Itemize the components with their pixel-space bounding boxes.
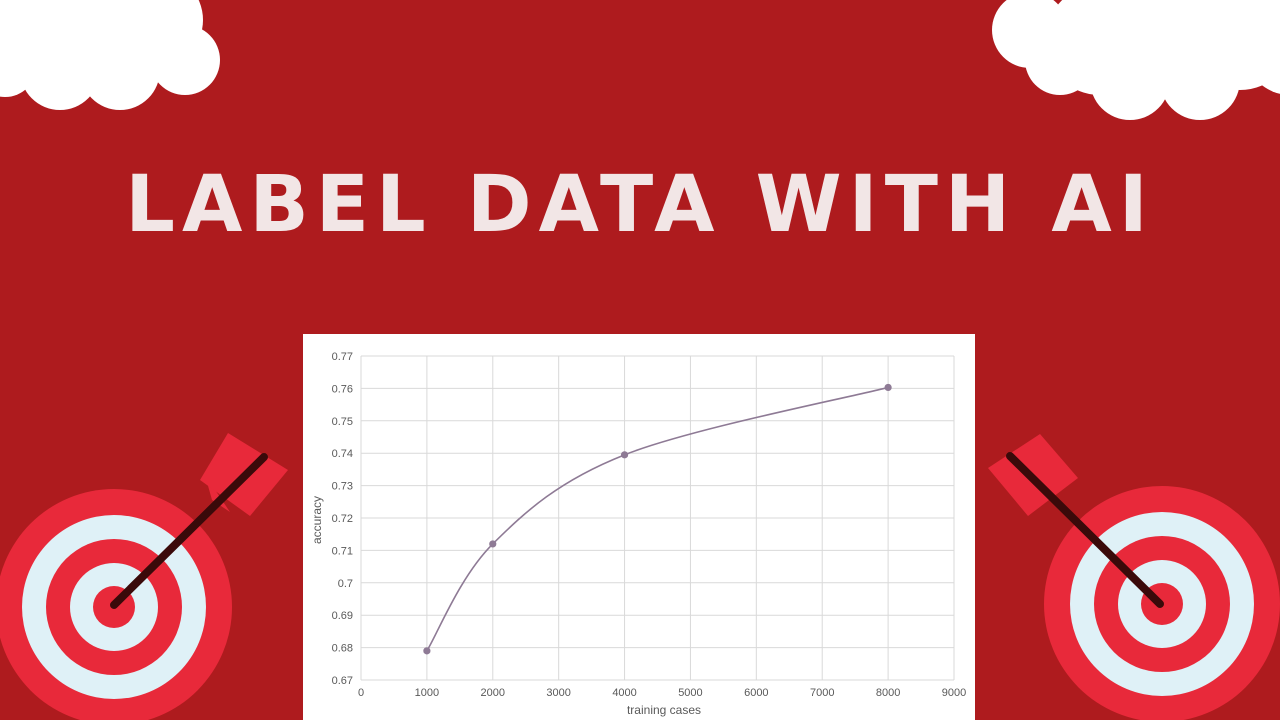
y-axis-title: accuracy xyxy=(310,496,324,544)
y-tick-label: 0.7 xyxy=(338,578,353,590)
x-tick-label: 6000 xyxy=(744,687,768,699)
x-tick-label: 5000 xyxy=(678,687,702,699)
target-with-arrow-right xyxy=(988,434,1280,720)
y-tick-label: 0.77 xyxy=(332,351,353,363)
y-tick-label: 0.73 xyxy=(332,481,353,493)
x-tick-label: 7000 xyxy=(810,687,834,699)
series-line xyxy=(426,386,889,652)
x-tick-label: 9000 xyxy=(942,687,966,699)
y-tick-label: 0.69 xyxy=(332,610,353,622)
y-tick-label: 0.76 xyxy=(332,383,353,395)
data-point xyxy=(884,383,892,392)
cloud-right xyxy=(992,0,1280,120)
data-point xyxy=(489,540,497,548)
y-tick-label: 0.68 xyxy=(332,643,353,655)
page-title: LABEL DATA WITH AI xyxy=(125,160,1155,250)
cloud-left xyxy=(0,0,220,110)
y-tick-label: 0.75 xyxy=(332,416,353,428)
x-tick-label: 2000 xyxy=(481,687,505,699)
tick-labels: 0.67 0.68 0.69 0.7 0.71 0.72 0.73 0.74 0.75 0.76 0… xyxy=(332,351,967,699)
x-tick-label: 0 xyxy=(358,687,364,699)
series-layer xyxy=(423,383,892,655)
grid-lines xyxy=(360,355,955,681)
accuracy-chart: 0.67 0.68 0.69 0.7 0.71 0.72 0.73 0.74 0.75 0.76 0… xyxy=(303,334,975,720)
target-with-arrow-left xyxy=(0,433,288,720)
data-point xyxy=(620,451,629,459)
x-tick-label: 3000 xyxy=(546,687,570,699)
x-tick-label: 8000 xyxy=(876,687,900,699)
y-tick-label: 0.74 xyxy=(332,448,353,460)
y-tick-label: 0.71 xyxy=(332,545,353,557)
x-tick-label: 1000 xyxy=(415,687,439,699)
y-tick-label: 0.67 xyxy=(332,675,353,687)
y-tick-label: 0.72 xyxy=(332,513,353,525)
x-tick-label: 4000 xyxy=(612,687,636,699)
data-point xyxy=(423,647,431,655)
chart-svg: 0.67 0.68 0.69 0.7 0.71 0.72 0.73 0.74 0.75 0.76 0… xyxy=(310,351,967,717)
x-axis-title: training cases xyxy=(627,703,701,717)
